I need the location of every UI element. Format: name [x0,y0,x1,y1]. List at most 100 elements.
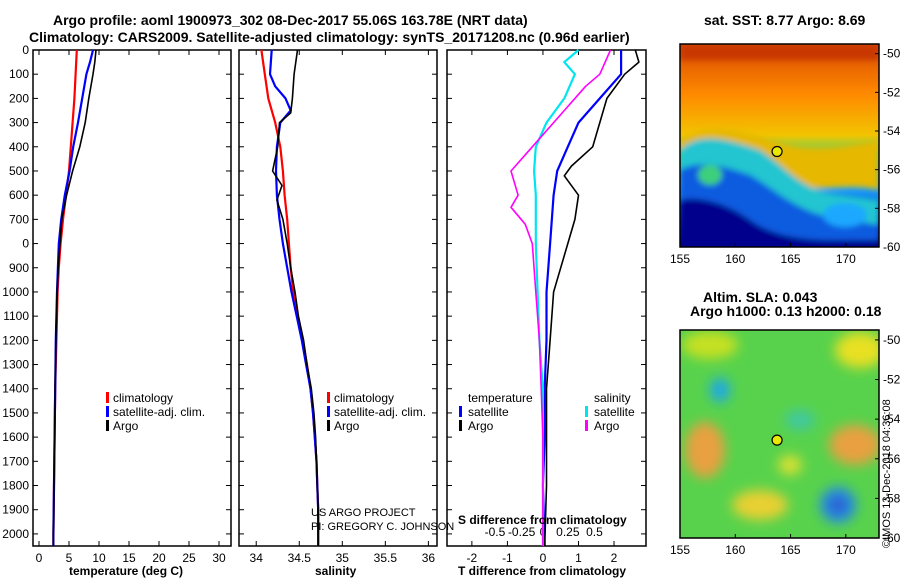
credit-line-1: US ARGO PROJECT [311,507,416,519]
sst-map-title: sat. SST: 8.77 Argo: 8.69 [704,12,866,28]
y-tick-label: 1500 [2,406,29,420]
x-tick-label: 170 [836,252,856,266]
salinity-axes [238,49,438,547]
x-tick-label: 35 [336,551,350,565]
x-tick-label: 165 [781,252,801,266]
x-tick-label: 34 [250,551,264,565]
legend-swatch-argo [106,420,109,431]
sla-map-title-2: Argo h1000: 0.13 h2000: 0.18 [690,303,882,319]
y-tick-label: -56 [883,163,900,177]
legend-label-climatology: climatology [334,391,394,405]
y-tick-label: 1900 [2,503,29,517]
temperature-panel: 0100200300400500600700090010001100120013… [2,43,232,578]
temperature-xlabel: temperature (deg C) [69,564,183,578]
sla-eddy-core [831,498,845,512]
title-line-1: Argo profile: aoml 1900973_302 08-Dec-20… [53,12,528,28]
salinity-xlabel: salinity [315,564,357,578]
y-tick-label: 1400 [2,382,29,396]
sst-deep-blue-band [680,198,879,247]
x-tick-label: 155 [670,543,690,557]
legend-swatch-t-argo [459,420,462,431]
difference-legend: temperature satellite Argo salinity sate… [459,391,635,433]
sla-blob [682,331,738,359]
secondary-x-tick-label: -0.25 [508,525,536,539]
legend-label-t-argo: Argo [468,419,494,433]
y-tick-label: 1700 [2,454,29,468]
y-tick-label: -54 [883,412,900,426]
legend-swatch-argo [327,420,330,431]
y-tick-label: 100 [9,67,29,81]
series-argo [271,49,320,546]
x-tick-label: 160 [725,543,745,557]
y-tick-label: -52 [883,373,900,387]
salinity-legend: climatology satellite-adj. clim. Argo [327,391,426,433]
credit-line-2: PI: GREGORY C. JOHNSON [311,521,454,533]
y-tick-label: 400 [9,140,29,154]
temperature-axes [32,49,232,547]
legend-label-s-argo: Argo [594,419,620,433]
sla-field [680,330,879,538]
y-tick-label: 600 [9,188,29,202]
title-line-2: Climatology: CARS2009. Satellite-adjuste… [29,29,630,45]
y-tick-label: 1600 [2,430,29,444]
legend-swatch-t-satellite [459,406,462,417]
legend-title-salinity: salinity [594,391,631,405]
sla-blob [685,422,725,478]
difference-axes [446,49,647,547]
y-tick-label: 1100 [3,309,29,323]
x-tick-label: 0 [540,551,547,565]
y-tick-label: -60 [883,240,900,254]
series-salinity-argo [510,49,612,546]
sla-map-frame [679,329,880,539]
legend-label-argo: Argo [113,419,139,433]
y-tick-label: -50 [883,333,900,347]
y-tick-label: 1200 [2,333,29,347]
sst-field [680,44,879,247]
x-tick-label: 1 [575,551,582,565]
series-climatology [260,49,320,546]
sla-blob [835,332,879,368]
legend-label-t-satellite: satellite [468,405,509,419]
y-tick-label: 200 [9,91,29,105]
sla-blob [785,410,815,430]
x-tick-label: 10 [92,551,106,565]
legend-swatch-climatology [327,392,330,403]
y-tick-label: 1800 [2,479,29,493]
sla-blob [829,425,879,465]
argo-float-marker [771,434,783,446]
series-temperature-argo [543,49,640,547]
series-argo [52,49,97,546]
legend-swatch-satellite [327,406,330,417]
difference-secondary-xlabel: S difference from climatology [458,513,627,527]
secondary-x-tick-label: 0.5 [586,525,603,539]
x-tick-label: 20 [152,551,166,565]
difference-panel: -2 -1 0 1 2-0.5 -0.25 0 0.25 0.5 S difference fr… [446,49,647,578]
legend-swatch-s-satellite [585,406,588,417]
y-tick-label: 1300 [2,358,29,372]
y-tick-label: 0 [22,43,29,57]
sla-blob [732,490,788,520]
sla-map-title-1: Altim. SLA: 0.043 [703,289,818,305]
y-tick-label: 500 [9,164,29,178]
x-tick-label: -1 [502,551,513,565]
y-tick-label: -54 [883,124,900,138]
y-tick-label: 700 [9,212,29,226]
x-tick-label: 5 [66,551,73,565]
y-tick-label: -60 [883,531,900,545]
y-tick-label: -58 [883,201,900,215]
x-tick-label: 170 [836,543,856,557]
sla-map: Altim. SLA: 0.043 Argo h1000: 0.13 h2000… [670,289,900,557]
series-temperature-satellite [541,50,623,547]
y-tick-label: -56 [883,452,900,466]
legend-label-argo: Argo [334,419,360,433]
legend-label-s-satellite: satellite [594,405,635,419]
sla-blob [778,455,802,475]
temperature-legend: climatology satellite-adj. clim. Argo [106,391,205,433]
x-tick-label: 160 [725,252,745,266]
secondary-x-tick-label: -0.5 [485,525,506,539]
y-tick-label: -58 [883,491,900,505]
secondary-x-tick-label: 0.25 [556,525,580,539]
legend-label-climatology: climatology [113,391,173,405]
sst-warm-band [680,44,879,60]
legend-label-satellite: satellite-adj. clim. [334,405,426,419]
